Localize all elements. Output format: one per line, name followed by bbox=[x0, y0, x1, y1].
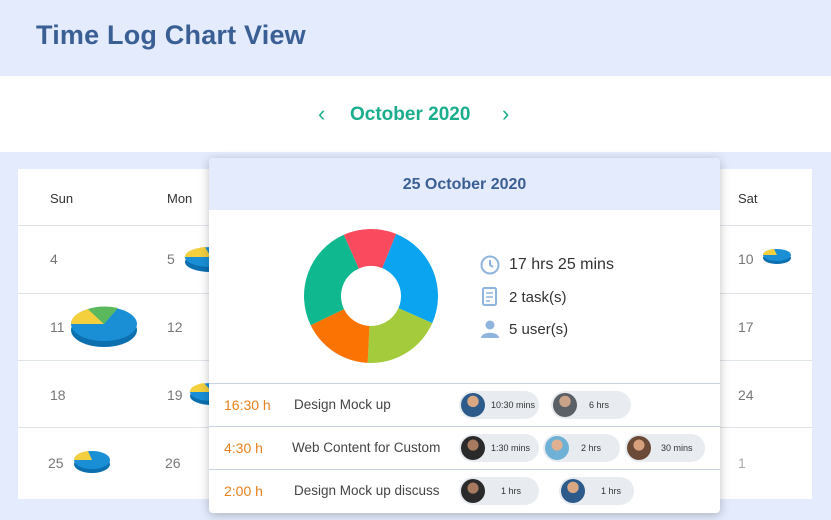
donut-segment-3 bbox=[304, 234, 359, 326]
chevron-left-icon[interactable]: ‹ bbox=[318, 101, 326, 126]
donut-segment-0 bbox=[382, 233, 438, 324]
task-title: Design Mock up bbox=[294, 397, 391, 412]
user-duration: 1:30 mins bbox=[491, 443, 531, 453]
user-time-chip[interactable]: 2 hrs bbox=[543, 434, 620, 462]
task-row[interactable]: 4:30 h Web Content for Custom 1:30 mins … bbox=[209, 426, 720, 469]
user-icon bbox=[479, 318, 501, 340]
task-row[interactable]: 16:30 h Design Mock up 10:30 mins 6 hrs bbox=[209, 383, 720, 426]
date-cell[interactable]: 11 bbox=[50, 319, 65, 335]
mini-pie-icon[interactable] bbox=[762, 246, 792, 266]
user-time-chip[interactable]: 1 hrs bbox=[459, 477, 539, 505]
task-time: 2:00 h bbox=[224, 483, 263, 499]
date-cell[interactable]: 24 bbox=[738, 387, 754, 403]
user-time-chip[interactable]: 30 mins bbox=[625, 434, 705, 462]
mini-pie-icon[interactable] bbox=[72, 448, 112, 476]
user-duration: 30 mins bbox=[661, 443, 693, 453]
task-list-icon bbox=[479, 286, 501, 308]
date-cell[interactable]: 17 bbox=[738, 319, 754, 335]
users-count-value: 5 user(s) bbox=[509, 320, 569, 338]
task-row[interactable]: 2:00 h Design Mock up discuss 1 hrs 1 hr… bbox=[209, 469, 720, 512]
avatar bbox=[461, 436, 485, 460]
total-time-value: 17 hrs 25 mins bbox=[509, 256, 614, 273]
date-cell[interactable]: 5 bbox=[167, 251, 175, 267]
time-distribution-donut-chart bbox=[304, 229, 438, 363]
user-duration: 2 hrs bbox=[581, 443, 602, 453]
task-title: Web Content for Custom bbox=[292, 440, 441, 455]
user-duration: 10:30 mins bbox=[491, 400, 536, 410]
mini-pie-icon[interactable] bbox=[70, 304, 138, 350]
calendar-week-row: 25 26 1 bbox=[18, 428, 812, 499]
weekday-sun: Sun bbox=[50, 191, 74, 206]
current-month: October 2020 bbox=[350, 104, 471, 125]
user-duration: 6 hrs bbox=[589, 400, 610, 410]
clock-icon bbox=[479, 254, 501, 276]
month-navigator: ‹ October 2020 › bbox=[0, 76, 831, 152]
mini-pie-icon[interactable] bbox=[190, 379, 210, 407]
user-time-chip[interactable]: 10:30 mins bbox=[459, 391, 539, 419]
avatar bbox=[561, 479, 585, 503]
total-time-stat: 17 hrs 25 mins bbox=[479, 254, 614, 276]
task-time: 4:30 h bbox=[224, 440, 263, 456]
avatar bbox=[461, 393, 485, 417]
avatar bbox=[627, 436, 651, 460]
tasks-count-value: 2 task(s) bbox=[509, 288, 567, 306]
user-time-chip[interactable]: 6 hrs bbox=[551, 391, 631, 419]
date-cell[interactable]: 10 bbox=[738, 251, 754, 267]
weekday-mon: Mon bbox=[167, 191, 193, 206]
date-cell[interactable]: 25 bbox=[48, 455, 64, 471]
page-header: Time Log Chart View bbox=[0, 0, 831, 76]
user-time-chip[interactable]: 1 hrs bbox=[559, 477, 634, 505]
date-cell[interactable]: 26 bbox=[165, 455, 181, 471]
page-title: Time Log Chart View bbox=[36, 20, 306, 50]
date-cell[interactable]: 4 bbox=[50, 251, 58, 267]
day-detail-popup: 25 October 2020 17 hrs 25 mins 2 task(s)… bbox=[209, 158, 720, 513]
donut-segment-2 bbox=[310, 309, 370, 363]
user-duration: 1 hrs bbox=[601, 486, 622, 496]
date-cell[interactable]: 12 bbox=[167, 319, 183, 335]
tasks-stat: 2 task(s) bbox=[479, 286, 567, 308]
task-title: Design Mock up discuss bbox=[294, 483, 440, 498]
user-duration: 1 hrs bbox=[501, 486, 522, 496]
donut-segment-4 bbox=[343, 229, 397, 269]
mini-pie-icon[interactable] bbox=[185, 242, 211, 274]
users-stat: 5 user(s) bbox=[479, 318, 568, 340]
date-cell[interactable]: 19 bbox=[167, 387, 183, 403]
avatar bbox=[545, 436, 569, 460]
date-cell[interactable]: 1 bbox=[738, 455, 746, 471]
weekday-sat: Sat bbox=[738, 191, 758, 206]
avatar bbox=[461, 479, 485, 503]
chevron-right-icon[interactable]: › bbox=[502, 101, 510, 126]
avatar bbox=[553, 393, 577, 417]
task-time: 16:30 h bbox=[224, 397, 271, 413]
date-cell[interactable]: 18 bbox=[50, 387, 66, 403]
popup-date: 25 October 2020 bbox=[209, 158, 720, 210]
donut-segment-1 bbox=[367, 308, 433, 363]
user-time-chip[interactable]: 1:30 mins bbox=[459, 434, 539, 462]
